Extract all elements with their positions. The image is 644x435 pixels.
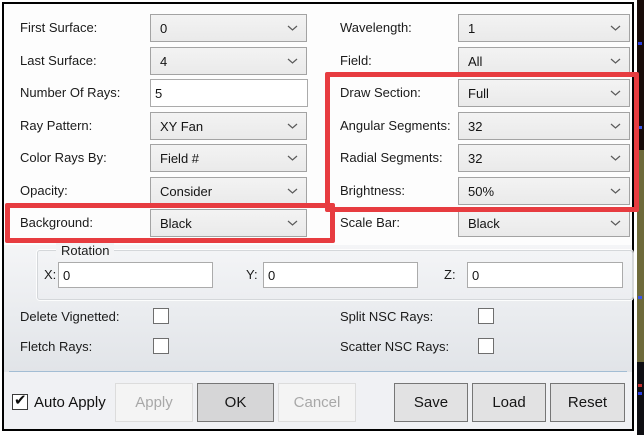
last-surface-dropdown[interactable]: 4 <box>150 47 307 75</box>
draw-section-label: Draw Section: <box>340 85 421 100</box>
scale-bar-value: Black <box>468 215 500 231</box>
ray-pattern-value: XY Fan <box>160 118 204 134</box>
scatter-nsc-rays-label: Scatter NSC Rays: <box>340 339 450 354</box>
rotation-y-label: Y: <box>246 267 258 282</box>
highlight-box-background-field <box>5 203 335 243</box>
fletch-rays-checkbox[interactable] <box>153 338 169 354</box>
rotation-z-input[interactable] <box>467 262 623 288</box>
chevron-down-icon <box>610 188 621 194</box>
brightness-label: Brightness: <box>340 183 406 198</box>
cancel-button[interactable]: Cancel <box>278 383 356 422</box>
first-surface-label: First Surface: <box>20 20 98 35</box>
rotation-z-label: Z: <box>444 267 456 282</box>
brightness-value: 50% <box>468 183 495 199</box>
chevron-down-icon <box>610 155 621 161</box>
chevron-down-icon <box>287 188 298 194</box>
number-of-rays-label: Number Of Rays: <box>20 85 121 100</box>
ray-pattern-label: Ray Pattern: <box>20 118 93 133</box>
rotation-group: Rotation <box>37 243 633 300</box>
radial-segments-label: Radial Segments: <box>340 150 443 165</box>
wavelength-dropdown[interactable]: 1 <box>458 14 630 42</box>
first-surface-dropdown[interactable]: 0 <box>150 14 307 42</box>
ok-button[interactable]: OK <box>197 383 274 422</box>
chevron-down-icon <box>287 155 298 161</box>
highlight-box-draw-settings <box>325 72 639 212</box>
brightness-dropdown[interactable]: 50% <box>458 177 630 205</box>
angular-segments-dropdown[interactable]: 32 <box>458 112 630 140</box>
chevron-down-icon <box>610 58 621 64</box>
radial-segments-dropdown[interactable]: 32 <box>458 144 630 172</box>
color-rays-by-value: Field # <box>160 150 200 166</box>
footer-divider <box>9 371 627 372</box>
load-button[interactable]: Load <box>472 383 546 422</box>
reset-button[interactable]: Reset <box>550 383 625 422</box>
chevron-down-icon <box>287 220 298 226</box>
field-dropdown[interactable]: All <box>458 47 630 75</box>
save-button[interactable]: Save <box>394 383 468 422</box>
chevron-down-icon <box>610 220 621 226</box>
rotation-x-input[interactable] <box>58 262 213 288</box>
last-surface-value: 4 <box>160 53 168 69</box>
auto-apply-label: Auto Apply <box>34 394 106 411</box>
delete-vignetted-label: Delete Vignetted: <box>20 309 120 324</box>
scale-bar-label: Scale Bar: <box>340 215 400 230</box>
delete-vignetted-checkbox[interactable] <box>153 308 169 324</box>
chevron-down-icon <box>287 58 298 64</box>
chevron-down-icon <box>610 123 621 129</box>
background-label: Background: <box>20 215 93 230</box>
chevron-down-icon <box>287 25 298 31</box>
chevron-down-icon <box>287 123 298 129</box>
opacity-value: Consider <box>160 183 213 199</box>
draw-section-value: Full <box>468 85 489 101</box>
last-surface-label: Last Surface: <box>20 53 97 68</box>
wavelength-value: 1 <box>468 20 476 36</box>
opacity-dropdown[interactable]: Consider <box>150 177 307 205</box>
field-value: All <box>468 53 483 69</box>
scatter-nsc-rays-checkbox[interactable] <box>478 338 494 354</box>
radial-segments-value: 32 <box>468 150 483 166</box>
chevron-down-icon <box>610 25 621 31</box>
ray-pattern-dropdown[interactable]: XY Fan <box>150 112 307 140</box>
split-nsc-rays-label: Split NSC Rays: <box>340 309 434 324</box>
angular-segments-value: 32 <box>468 118 483 134</box>
background-window-sliver <box>637 0 644 435</box>
rotation-group-title: Rotation <box>56 243 115 258</box>
first-surface-value: 0 <box>160 20 168 36</box>
color-rays-by-label: Color Rays By: <box>20 150 107 165</box>
split-nsc-rays-checkbox[interactable] <box>478 308 494 324</box>
draw-section-dropdown[interactable]: Full <box>458 79 630 107</box>
chevron-down-icon <box>610 90 621 96</box>
color-rays-by-dropdown[interactable]: Field # <box>150 144 307 172</box>
background-dropdown[interactable]: Black <box>150 209 307 237</box>
field-label: Field: <box>340 53 372 68</box>
angular-segments-label: Angular Segments: <box>340 118 451 133</box>
rotation-x-label: X: <box>44 267 57 282</box>
fletch-rays-label: Fletch Rays: <box>20 339 93 354</box>
number-of-rays-input[interactable] <box>150 79 308 107</box>
checkmark-icon: ✔ <box>14 392 27 409</box>
rotation-y-input[interactable] <box>263 262 418 288</box>
auto-apply-checkbox[interactable]: ✔ <box>12 392 28 410</box>
background-value: Black <box>160 215 192 231</box>
apply-button[interactable]: Apply <box>115 383 193 422</box>
wavelength-label: Wavelength: <box>340 20 412 35</box>
scale-bar-dropdown[interactable]: Black <box>458 209 630 237</box>
opacity-label: Opacity: <box>20 183 68 198</box>
